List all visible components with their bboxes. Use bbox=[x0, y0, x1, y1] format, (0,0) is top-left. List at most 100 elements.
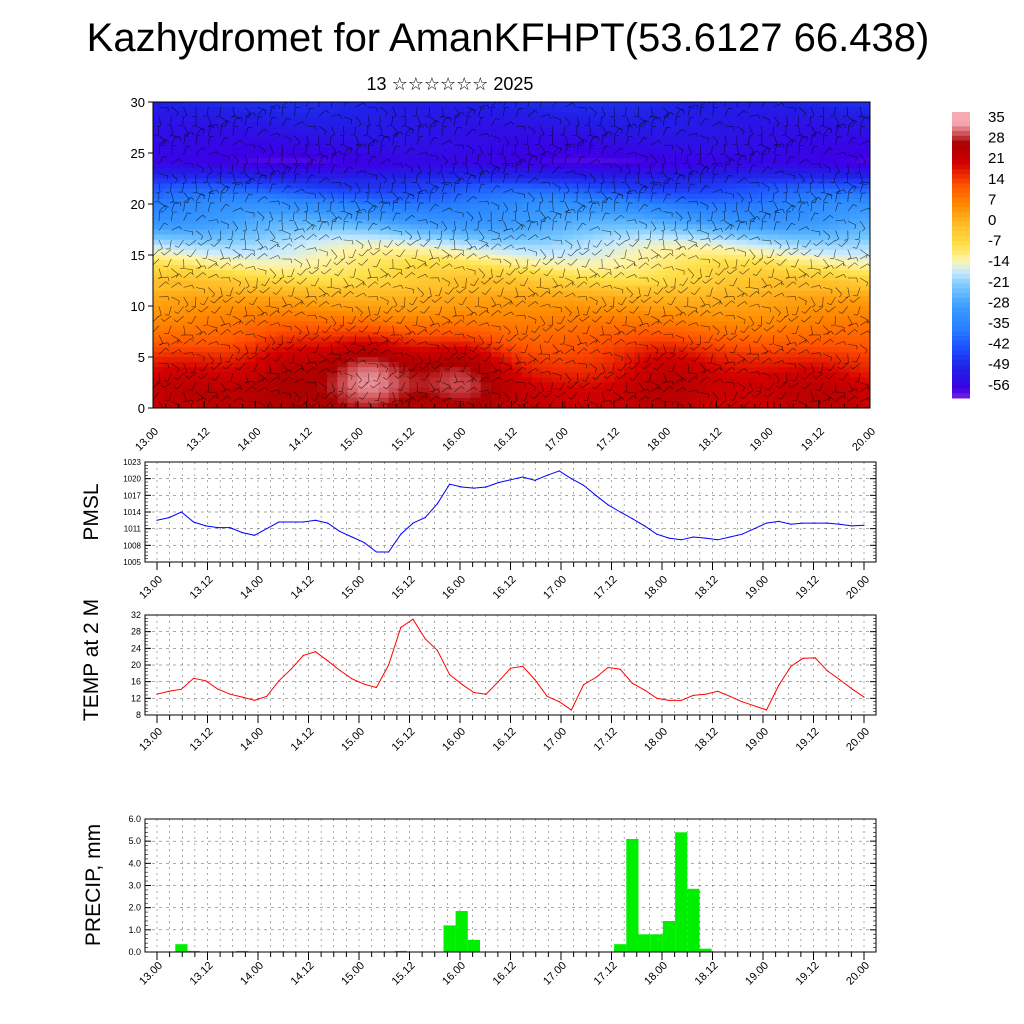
heatmap-cell bbox=[337, 290, 349, 297]
heatmap-cell bbox=[829, 229, 840, 236]
heatmap-cell bbox=[296, 351, 308, 358]
wind-barb-flag bbox=[288, 168, 291, 173]
heatmap-cell bbox=[245, 204, 257, 210]
heatmap-cell bbox=[347, 127, 359, 134]
heatmap-cell bbox=[644, 265, 656, 271]
heatmap-cell bbox=[234, 239, 246, 246]
heatmap-cell bbox=[624, 331, 636, 338]
heatmap-cell bbox=[163, 260, 175, 266]
heatmap-cell bbox=[347, 193, 359, 200]
heatmap-cell bbox=[398, 346, 410, 353]
heatmap-cell bbox=[368, 219, 379, 225]
wind-barb bbox=[318, 125, 327, 132]
wind-barb bbox=[281, 102, 288, 108]
heatmap-cell bbox=[552, 127, 564, 134]
heatmap-cell bbox=[183, 158, 195, 164]
heatmap-cell bbox=[347, 260, 359, 266]
wind-barb-flag bbox=[776, 123, 780, 127]
heatmap-cell bbox=[726, 244, 738, 251]
heatmap-cell bbox=[234, 163, 246, 169]
heatmap-cell bbox=[255, 346, 267, 353]
heatmap-cell bbox=[439, 173, 451, 180]
heatmap-cell bbox=[501, 198, 513, 205]
heatmap-cell bbox=[644, 392, 656, 399]
heatmap-cell bbox=[665, 188, 676, 195]
heatmap-cell bbox=[357, 300, 369, 307]
heatmap-cell bbox=[224, 244, 236, 251]
heatmap-cell bbox=[409, 122, 420, 129]
heatmap-cell bbox=[747, 377, 758, 384]
heatmap-cell bbox=[521, 163, 533, 169]
heatmap-cell bbox=[695, 163, 707, 169]
heatmap-cell bbox=[859, 270, 870, 276]
heatmap-cell bbox=[193, 107, 205, 113]
heatmap-cell bbox=[552, 275, 564, 282]
heatmap-cell bbox=[286, 142, 297, 149]
heatmap-cell bbox=[327, 127, 338, 134]
heatmap-cell bbox=[275, 392, 287, 399]
heatmap-cell bbox=[173, 357, 185, 363]
heatmap-cell bbox=[859, 397, 870, 404]
heatmap-cell bbox=[501, 214, 513, 220]
heatmap-cell bbox=[245, 117, 257, 123]
heatmap-cell bbox=[450, 122, 461, 129]
heatmap-cell bbox=[511, 290, 523, 297]
heatmap-cell bbox=[450, 193, 461, 200]
heatmap-cell bbox=[531, 306, 543, 312]
wind-barb-flag bbox=[620, 147, 624, 151]
wind-barb bbox=[687, 163, 693, 172]
heatmap-cell bbox=[644, 117, 656, 123]
heatmap-cell bbox=[542, 153, 554, 159]
wind-barb-flag bbox=[803, 112, 806, 117]
heatmap-cell bbox=[378, 158, 390, 164]
heatmap-cell bbox=[572, 163, 584, 169]
heatmap-cell bbox=[644, 173, 656, 180]
heatmap-cell bbox=[644, 127, 656, 134]
heatmap-cell bbox=[624, 377, 636, 384]
heatmap-cell bbox=[736, 341, 748, 348]
heatmap-cell bbox=[685, 127, 697, 134]
heatmap-cell bbox=[726, 112, 738, 118]
heatmap-cell bbox=[439, 112, 451, 118]
heatmap-cell bbox=[859, 372, 870, 378]
heatmap-cell bbox=[808, 357, 820, 363]
heatmap-cell bbox=[368, 351, 379, 358]
heatmap-cell bbox=[409, 402, 420, 408]
wind-barb bbox=[306, 135, 309, 145]
heatmap-cell bbox=[593, 183, 605, 190]
heatmap-cell bbox=[583, 326, 595, 333]
heatmap-cell bbox=[275, 372, 287, 378]
wind-barb-flag bbox=[192, 163, 194, 168]
heatmap-cell bbox=[767, 321, 779, 327]
heatmap-cell bbox=[736, 117, 748, 123]
heatmap-cell bbox=[245, 295, 257, 302]
heatmap-cell bbox=[204, 265, 216, 271]
chart-title: Kazhydromet for AmanKFHPT(53.6127 66.438… bbox=[86, 16, 930, 60]
heatmap-cell bbox=[634, 158, 646, 164]
heatmap-cell bbox=[665, 316, 676, 322]
heatmap-cell bbox=[296, 153, 308, 159]
heatmap-cell bbox=[654, 214, 666, 220]
heatmap-cell bbox=[286, 362, 297, 368]
heatmap-cell bbox=[562, 244, 574, 251]
wind-barb bbox=[786, 145, 788, 155]
heatmap-cell bbox=[306, 249, 318, 256]
heatmap-cell bbox=[562, 183, 574, 190]
heatmap-cell bbox=[193, 382, 205, 389]
heatmap-cell bbox=[736, 290, 748, 297]
heatmap-cell bbox=[429, 336, 441, 343]
heatmap-cell bbox=[491, 224, 502, 231]
wind-barb-flag bbox=[301, 121, 305, 125]
heatmap-cell bbox=[706, 316, 717, 322]
heatmap-cell bbox=[777, 285, 789, 292]
heatmap-cell bbox=[439, 402, 451, 408]
heatmap-cell bbox=[398, 127, 410, 134]
wind-barb bbox=[183, 136, 186, 146]
wind-barb bbox=[552, 147, 559, 155]
heatmap-cell bbox=[511, 285, 523, 292]
heatmap-cell bbox=[183, 127, 195, 134]
heatmap-cell bbox=[163, 209, 175, 215]
wind-barb bbox=[392, 125, 399, 134]
heatmap-cell bbox=[450, 387, 461, 394]
heatmap-cell bbox=[767, 351, 779, 358]
